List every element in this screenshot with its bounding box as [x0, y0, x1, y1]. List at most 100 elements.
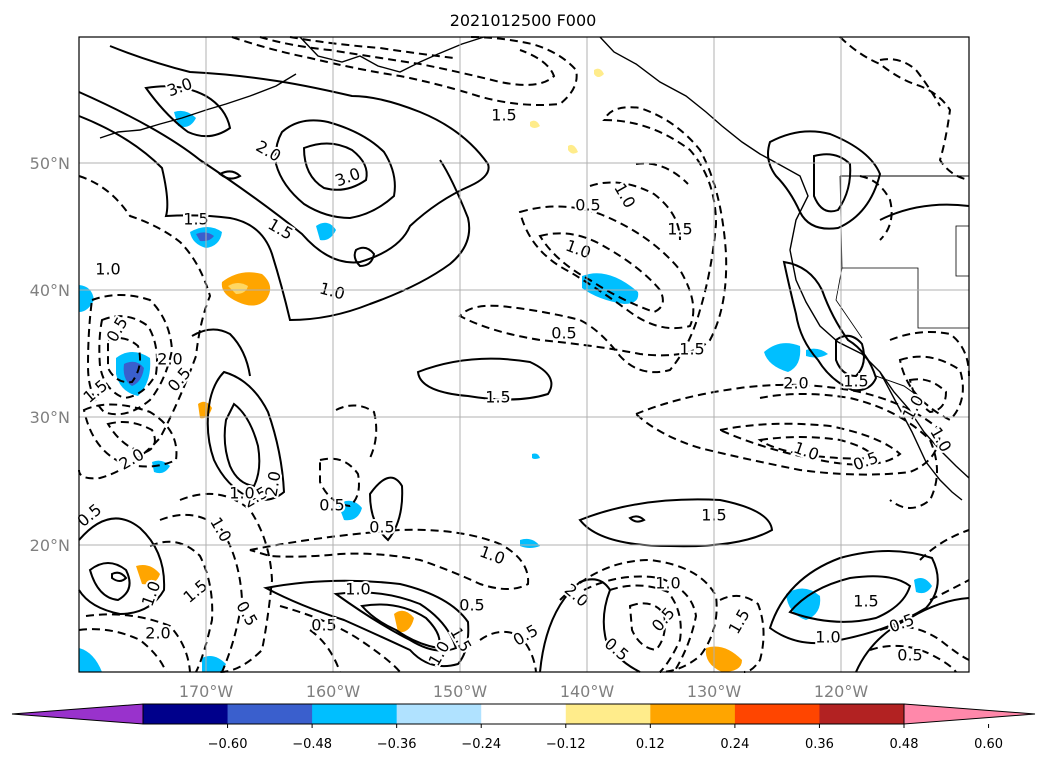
contour-line — [263, 579, 470, 668]
contour-line — [259, 36, 556, 86]
colorbar-tick-label: 0.12 — [636, 737, 665, 752]
lat-tick-label: 50°N — [30, 154, 70, 173]
contour-line — [78, 45, 490, 264]
lat-tick-label: 20°N — [30, 536, 70, 555]
coastline-north-america — [599, 36, 970, 479]
shade-patch — [316, 222, 336, 241]
contour-line — [82, 403, 178, 468]
colorbar-segment — [227, 704, 313, 724]
contour-line — [98, 315, 158, 400]
contour-label: 1.0 — [815, 628, 840, 647]
shade-patch — [228, 283, 248, 294]
colorbar-frame — [142, 703, 905, 725]
shade-patch — [79, 648, 102, 672]
contour-line — [759, 393, 938, 509]
contour-line — [879, 203, 970, 221]
shade-patch — [594, 68, 604, 77]
contour-line — [279, 605, 401, 673]
contour-label: 1.5 — [843, 372, 868, 391]
contour-line — [788, 575, 912, 623]
contour-label: 2.0 — [157, 350, 182, 369]
contour-line — [835, 334, 865, 378]
colorbar-segment — [481, 704, 567, 724]
contour-label: 1.5 — [491, 106, 516, 125]
contour-line — [879, 58, 941, 107]
contour-line — [628, 515, 646, 523]
contour-line — [628, 602, 666, 652]
contour-line — [719, 594, 765, 673]
contour-label: 1.5 — [183, 210, 208, 229]
colorbar-tick-label: −0.12 — [546, 737, 586, 752]
contour-line — [360, 603, 441, 650]
lon-tick-labels: 170°W 160°W 150°W 140°W 130°W 120°W — [179, 682, 869, 701]
contour-line — [458, 106, 728, 374]
lat-tick-labels: 50°N 40°N 30°N 20°N — [30, 154, 70, 555]
contour-label: 2.0 — [145, 624, 170, 643]
colorbar-extend-low — [11, 703, 144, 725]
shade-patch — [79, 285, 94, 312]
shade-patch — [914, 578, 932, 594]
contour-label: 0.5 — [459, 596, 484, 615]
colorbar-tick-label: −0.36 — [377, 737, 417, 752]
shade-patch — [136, 565, 160, 585]
shade-patch — [786, 588, 821, 620]
contour-line — [107, 337, 141, 384]
map-panel: 3.02.03.01.5 1.51.01.00.52.00.51.52.00.5 1… — [72, 36, 970, 673]
contour-line — [333, 591, 458, 652]
shaded-anomalies — [79, 68, 932, 672]
colorbar-ticks: −0.60 −0.48 −0.36 −0.24 −0.12 0.12 0.24 0.36 0.4… — [208, 724, 1003, 752]
shade-patch — [530, 120, 540, 128]
contour-line — [578, 498, 774, 548]
contour-line — [859, 175, 893, 241]
contour-line — [589, 181, 681, 241]
contour-label: 0.5 — [575, 196, 600, 215]
contour-line — [919, 529, 970, 561]
contour-line — [518, 205, 695, 330]
contour-label: 0.5 — [311, 616, 336, 635]
contour-line — [78, 517, 166, 616]
map-frame — [78, 36, 970, 673]
lat-tick-label: 40°N — [30, 281, 70, 300]
contour-line — [86, 294, 174, 416]
contour-label: 2.0 — [783, 374, 808, 393]
contour-label: 1.0 — [345, 580, 370, 599]
colorbar-tick-label: 0.36 — [805, 737, 834, 752]
contour-line — [85, 613, 191, 673]
contour-line — [218, 170, 242, 180]
figure-title: 2021012500 F000 — [450, 11, 597, 30]
lon-tick-label: 140°W — [560, 682, 615, 701]
colorbar-segment — [650, 704, 736, 724]
contour-line — [144, 85, 232, 138]
contour-line — [908, 378, 948, 414]
contour-line — [149, 540, 214, 673]
contour-line — [479, 630, 537, 673]
contour-line — [898, 355, 964, 422]
coastline-aleutians — [99, 73, 297, 139]
contour-line — [879, 625, 970, 661]
contour-line — [111, 571, 128, 582]
shade-patch — [394, 610, 414, 633]
contour-line — [767, 130, 882, 230]
contour-label: 1.5 — [485, 388, 510, 407]
contour-line — [335, 404, 378, 459]
lon-tick-label: 130°W — [687, 682, 742, 701]
solid-contours — [78, 45, 970, 673]
contour-line — [231, 36, 578, 106]
contour-label: 1.0 — [95, 260, 120, 279]
colorbar-tick-label: −0.24 — [461, 737, 501, 752]
shade-patch — [582, 273, 639, 304]
colorbar-tick-label: 0.48 — [890, 737, 919, 752]
contour-line — [416, 357, 553, 401]
contour-line — [78, 628, 167, 673]
colorbar-segment — [734, 704, 820, 724]
shade-patch — [764, 343, 801, 372]
contour-line — [106, 421, 156, 454]
shade-patch — [568, 144, 578, 154]
contour-line — [768, 550, 939, 645]
contour-line — [855, 597, 970, 673]
contour-line — [634, 383, 942, 476]
contour-label: 1.5 — [667, 220, 692, 239]
contour-line — [539, 578, 641, 673]
contour-line — [609, 584, 682, 673]
